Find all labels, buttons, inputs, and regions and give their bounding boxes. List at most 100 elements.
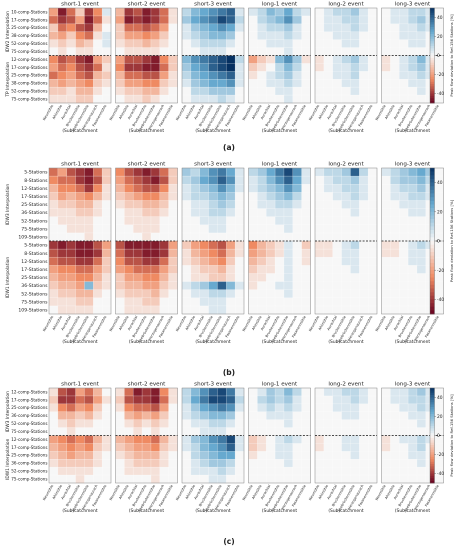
heatmap-cell: [341, 232, 351, 242]
heatmap-cell: [381, 8, 391, 17]
heatmap-cell: [257, 403, 267, 412]
x-tick-label: Ahlmühle: [185, 484, 196, 500]
heatmap-cell: [332, 273, 342, 282]
heatmap-cell: [257, 459, 267, 468]
heatmap-cell: [341, 249, 351, 258]
heatmap-cell: [408, 224, 418, 234]
heatmap-cell: [49, 31, 59, 40]
heatmap-cell: [226, 249, 236, 258]
heatmap-cell: [416, 411, 426, 420]
heatmap-cell: [390, 281, 400, 290]
heatmap-cell: [350, 47, 360, 56]
heatmap-cell: [102, 224, 112, 234]
colorbar-segment: [430, 93, 435, 97]
colorbar-segment: [430, 67, 435, 71]
heatmap-cell: [124, 289, 134, 298]
heatmap-cell: [266, 39, 276, 48]
heatmap-cell: [434, 467, 444, 476]
heatmap-cell: [75, 8, 85, 17]
heatmap-cell: [168, 265, 178, 274]
heatmap-cell: [49, 79, 59, 88]
heatmap-cell: [199, 176, 209, 185]
heatmap-cell: [359, 8, 369, 17]
heatmap-cell: [199, 411, 209, 420]
heatmap-cell: [323, 297, 333, 307]
heatmap-cell: [390, 63, 400, 72]
heatmap-cell: [124, 241, 134, 250]
heatmap-cell: [217, 249, 227, 258]
heatmap-cell: [390, 23, 400, 32]
heatmap-cell: [315, 71, 325, 80]
x-axis-label: (Sub)catchment: [395, 339, 431, 345]
heatmap-cell: [434, 192, 444, 201]
heatmap-cell: [434, 15, 444, 25]
heatmap-cell: [315, 297, 325, 307]
heatmap-cell: [84, 176, 94, 185]
heatmap-cell: [399, 184, 409, 193]
heatmap-cell: [190, 273, 200, 282]
heatmap-cell: [199, 232, 209, 242]
heatmap-cell: [93, 71, 103, 80]
heatmap-cell: [350, 39, 360, 48]
heatmap-cell: [416, 87, 426, 96]
heatmap-cell: [359, 95, 369, 104]
x-tick-label: Aurachtal: [260, 104, 272, 120]
heatmap-cell: [84, 184, 94, 193]
heatmap-cell: [84, 95, 94, 104]
heatmap-cell: [266, 168, 276, 177]
heatmap-cell: [416, 443, 426, 452]
x-axis-label: (Sub)catchment: [129, 508, 165, 514]
heatmap-cell: [341, 71, 351, 80]
heatmap-cell: [390, 200, 400, 209]
heatmap-cell: [57, 467, 67, 476]
heatmap-cell: [57, 475, 67, 484]
heatmap-cell: [84, 281, 94, 290]
heatmap-cell: [84, 265, 94, 274]
heatmap-cell: [266, 8, 276, 17]
heatmap-cell: [359, 451, 369, 460]
heatmap-cell: [115, 39, 125, 48]
heatmap-cell: [266, 411, 276, 420]
heatmap-cell: [381, 216, 391, 225]
heatmap-cell: [217, 208, 227, 217]
heatmap-cell: [283, 467, 293, 476]
heatmap-cell: [416, 467, 426, 476]
heatmap-cell: [350, 273, 360, 282]
heatmap-cell: [359, 388, 369, 397]
heatmap-cell: [115, 395, 125, 405]
heatmap-cell: [381, 79, 391, 88]
heatmap-cell: [150, 395, 160, 405]
heatmap-cell: [323, 23, 333, 32]
heatmap-cell: [399, 31, 409, 40]
row-label: 12-Stations: [21, 186, 48, 192]
heatmap-cell: [159, 403, 169, 412]
heatmap-cell: [133, 47, 143, 56]
heatmap-cell: [248, 289, 258, 298]
heatmap-cell: [235, 31, 245, 40]
heatmap-cell: [182, 241, 192, 250]
heatmap-cell: [390, 467, 400, 476]
colorbar-segment: [430, 74, 435, 78]
heatmap-cell: [292, 184, 302, 193]
heatmap-cell: [66, 388, 76, 397]
heatmap-cell: [84, 257, 94, 266]
heatmap-cell: [301, 419, 311, 428]
heatmap-cell: [266, 176, 276, 185]
heatmap-cell: [332, 388, 342, 397]
heatmap-cell: [102, 451, 112, 460]
heatmap-cell: [182, 475, 192, 484]
heatmap-cell: [399, 459, 409, 468]
heatmap-cell: [182, 47, 192, 56]
heatmap-cell: [301, 403, 311, 412]
heatmap-cell: [283, 95, 293, 104]
heatmap-cell: [275, 241, 285, 250]
heatmap-cell: [390, 176, 400, 185]
colorbar-segment: [430, 208, 435, 213]
heatmap-cell: [66, 427, 76, 436]
heatmap-cell: [301, 305, 311, 315]
heatmap-cell: [275, 419, 285, 428]
colorbar-segment: [430, 219, 435, 224]
row-label: 17-comp-Stations: [11, 65, 47, 70]
heatmap-cell: [257, 95, 267, 104]
row-label: 17-comp-Stations: [11, 17, 47, 22]
